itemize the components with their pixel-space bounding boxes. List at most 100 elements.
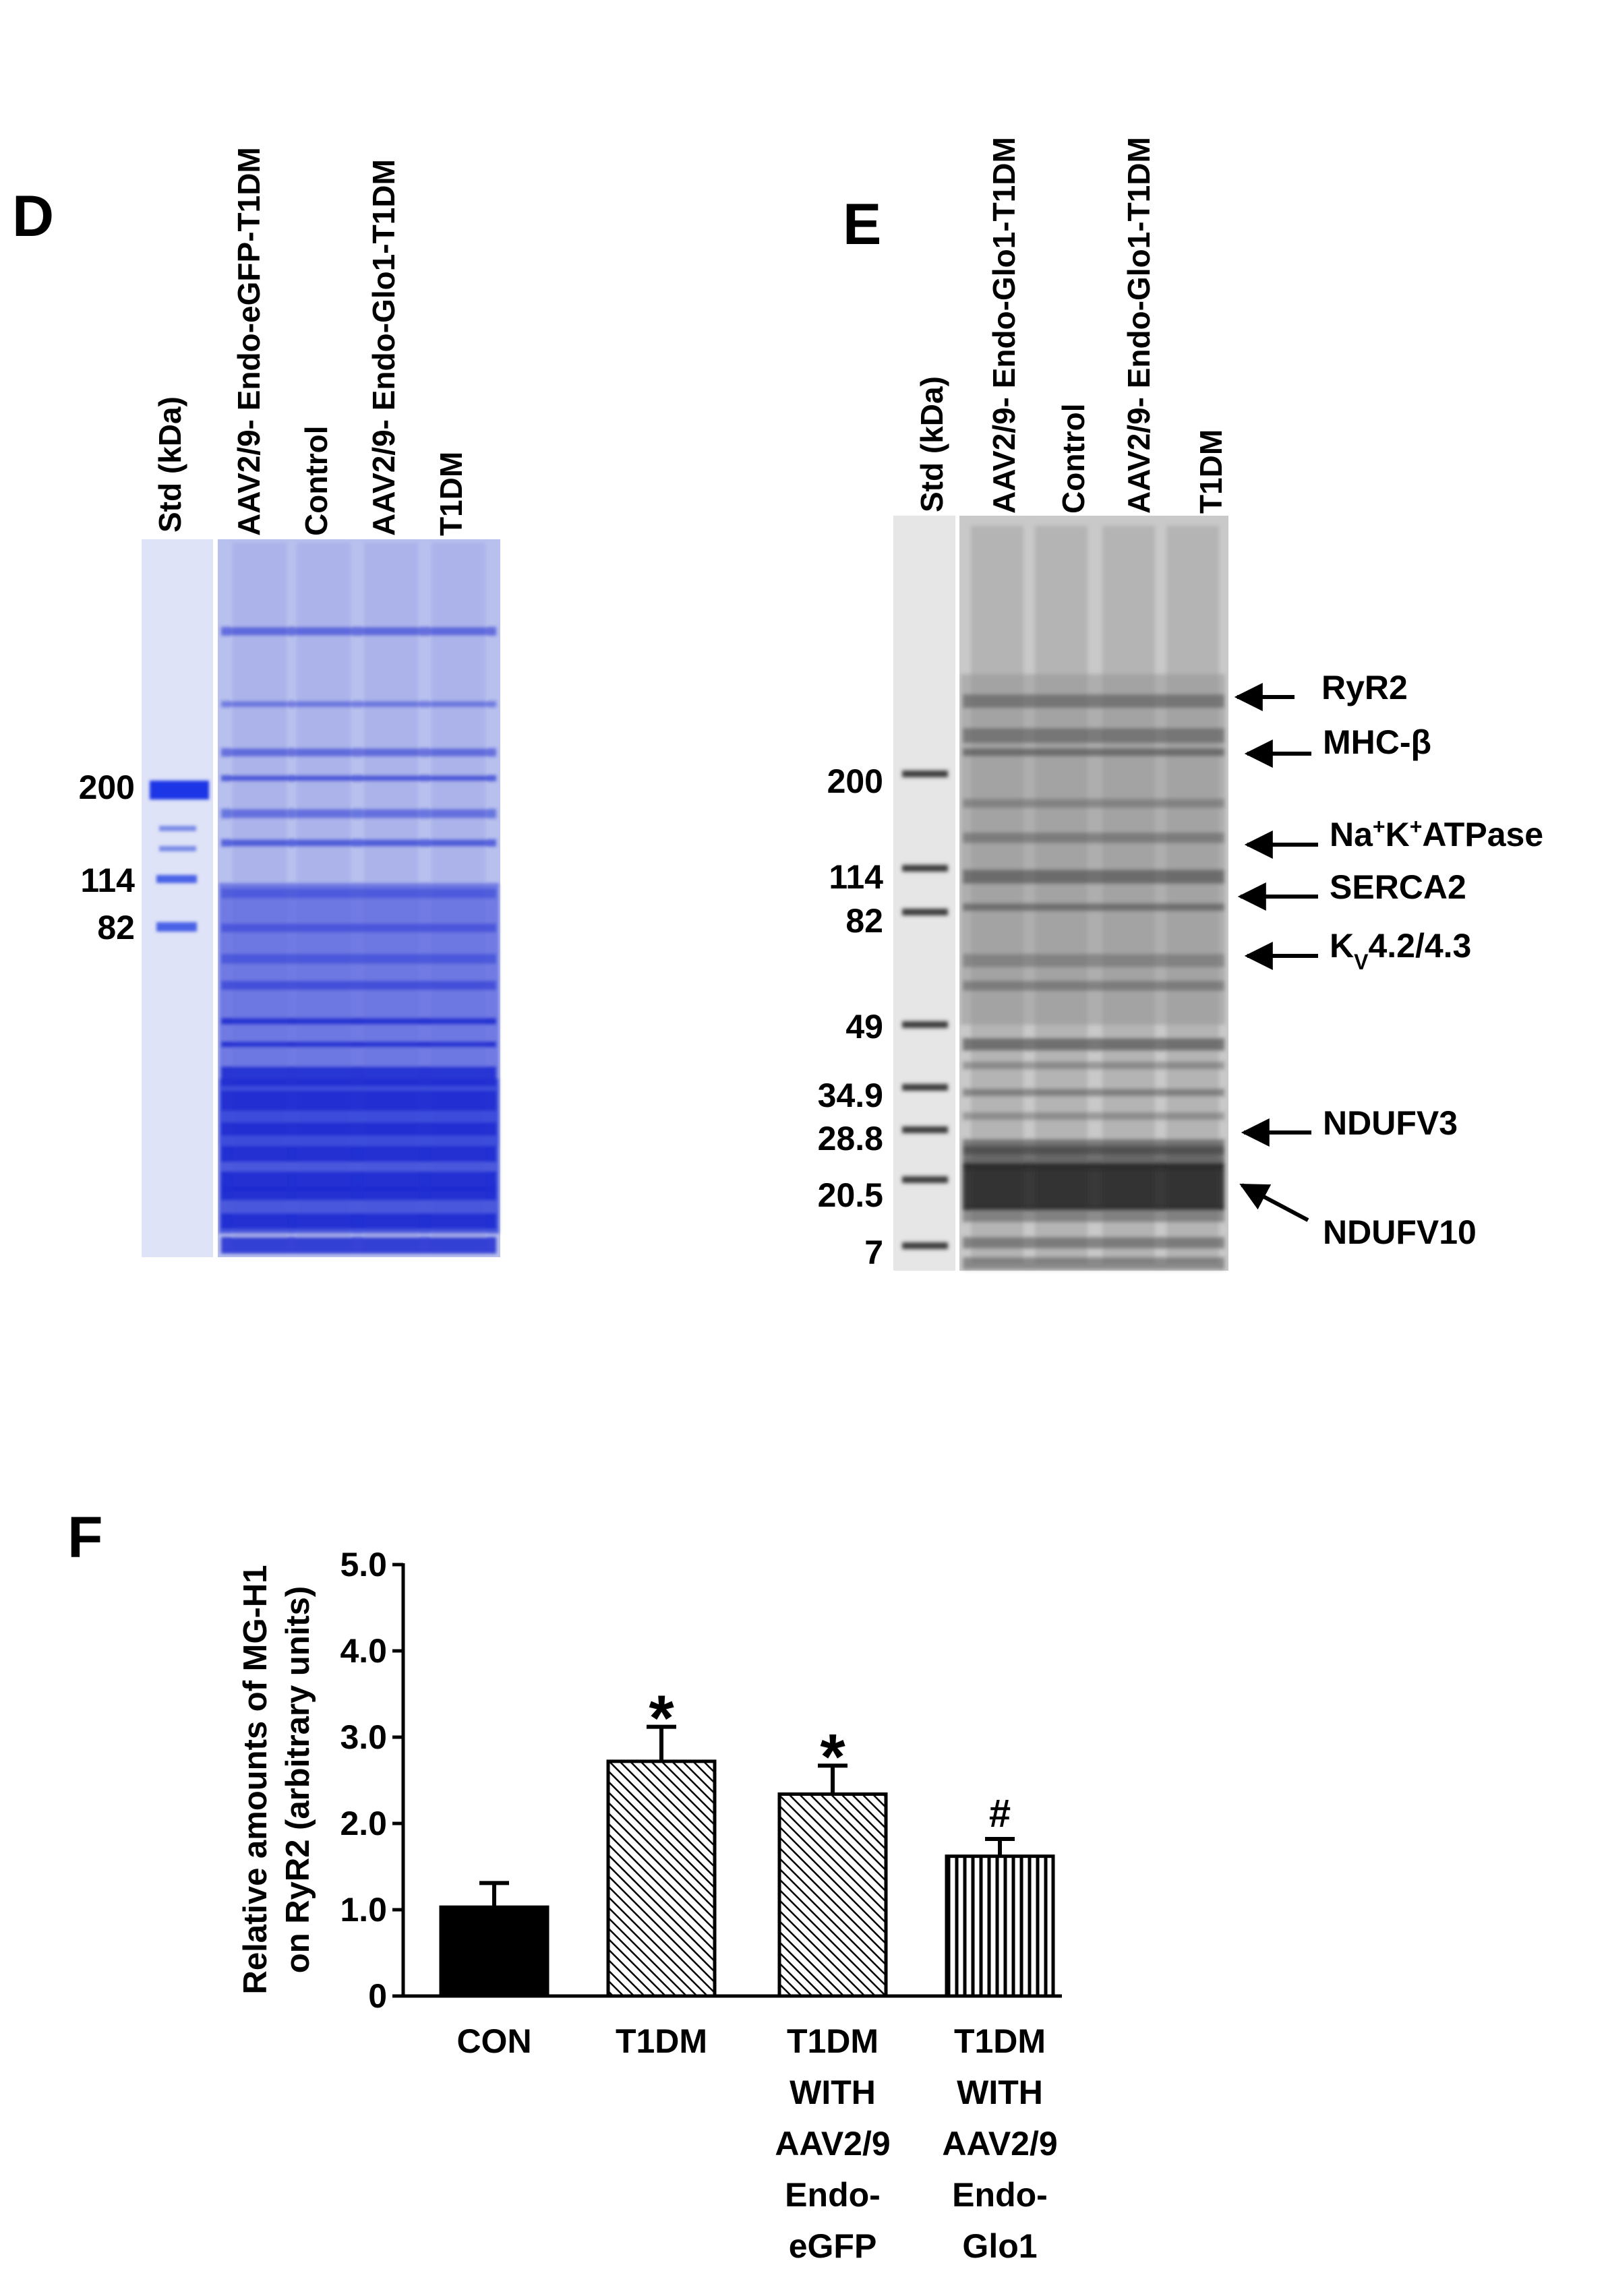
y-tick-label: 5.0 <box>340 1546 387 1583</box>
bar-2 <box>606 1759 717 1998</box>
bar-1 <box>439 1905 549 1998</box>
panel-e-lane-labels: Std (kDa) AAV2/9- Endo-Glo1-T1DM Control AA… <box>914 137 1228 514</box>
panel-e-std-band <box>902 909 948 915</box>
y-tick-label: 0 <box>368 1977 387 2015</box>
panel-e-marker-label: 28.8 <box>818 1120 883 1157</box>
panel-e-marker-label: 114 <box>829 858 883 896</box>
panel-e-band-label: SERCA2 <box>1330 868 1466 906</box>
panel-d-std-band-82 <box>156 922 197 932</box>
panel-d-lane-labels: Std (kDa) AAV2/9- Endo-eGFP-T1DM Control AA… <box>152 147 469 536</box>
panel-d-band <box>221 1018 496 1025</box>
panel-d-lane-label: AAV2/9- Endo-eGFP-T1DM <box>231 147 266 536</box>
panel-e-std-band <box>902 1084 948 1091</box>
panel-d-band <box>221 1066 496 1087</box>
panel-e-band <box>963 728 1224 744</box>
panel-e-band <box>963 694 1224 708</box>
panel-e-lane-label: Control <box>1056 403 1091 514</box>
panel-e-band-label: NDUFV3 <box>1323 1104 1458 1142</box>
panel-d-lane-separator <box>213 539 218 1257</box>
y-tick-label: 4.0 <box>340 1632 387 1670</box>
panel-d-band <box>221 775 496 781</box>
panel-e-gel <box>893 516 1228 1271</box>
panel-e-lane-label: T1DM <box>1193 429 1228 514</box>
panel-d-band <box>221 1041 496 1048</box>
category-label: T1DM <box>954 2022 1046 2060</box>
panel-d-band <box>221 627 496 636</box>
panel-e-band <box>963 1237 1224 1249</box>
panel-f-bar-chart: 0 1.0 2.0 3.0 4.0 5.0 Relative amounts of MG-H… <box>237 1546 1062 2265</box>
category-label: Endo- <box>785 2176 881 2214</box>
band-label-tail: 4.2/4.3 <box>1368 927 1471 965</box>
y-axis-label-line1: Relative amounts of MG-H1 <box>237 1565 274 1994</box>
panel-e-band <box>963 954 1224 967</box>
panel-e-marker-label: 20.5 <box>818 1176 883 1214</box>
panel-e-std-band <box>902 1242 948 1249</box>
panel-e-band-label: Na+K+ATPase <box>1330 814 1543 853</box>
band-label-sup2: + <box>1410 814 1423 839</box>
panel-e-band-labels: RyR2MHC-βNa+K+ATPaseSERCA2KV4.2/4.3NDUFV… <box>1234 669 1543 1251</box>
y-tick-label: 3.0 <box>340 1718 387 1756</box>
panel-d-band <box>221 954 496 964</box>
panel-d-std-band <box>159 826 196 831</box>
panel-d-band <box>221 748 496 757</box>
panel-e-band-label: KV4.2/4.3 <box>1330 927 1471 974</box>
panel-e-band <box>963 1257 1224 1270</box>
panel-d-marker-labels: 200 114 82 <box>79 768 136 946</box>
panel-d-gel <box>142 539 500 1257</box>
panel-e-band-layer <box>902 526 1225 1270</box>
panel-d-marker-label: 200 <box>79 768 135 806</box>
category-label: WITH <box>790 2074 876 2111</box>
panel-e-std-band <box>902 1021 948 1028</box>
panel-e-band <box>963 1089 1224 1097</box>
panel-e-letter: E <box>843 192 881 257</box>
category-label: T1DM <box>787 2022 879 2060</box>
band-label-main: SERCA2 <box>1330 868 1466 906</box>
band-label-main: NDUFV3 <box>1323 1104 1458 1142</box>
panel-d-band <box>221 1146 496 1162</box>
panel-d-marker-label: 114 <box>80 862 135 899</box>
band-label-tail: ATPase <box>1422 816 1543 853</box>
band-label-sup1: + <box>1373 814 1386 839</box>
panel-e-lane-label: Std (kDa) <box>914 376 949 512</box>
panel-e-band <box>963 1207 1224 1222</box>
panel-e-band <box>963 981 1224 991</box>
panel-f-letter: F <box>67 1505 103 1570</box>
panel-d-band <box>221 701 496 708</box>
band-label-sup2: V <box>1354 950 1369 974</box>
panel-e-std-band <box>902 771 948 777</box>
panel-e-band <box>963 833 1224 843</box>
bar-4 <box>945 1854 1055 1998</box>
band-label-mid: K <box>1386 816 1410 853</box>
panel-e-band <box>963 799 1224 808</box>
panel-e-band <box>963 1112 1224 1120</box>
panel-e-std-band <box>902 1126 948 1133</box>
y-tick-label: 1.0 <box>340 1891 387 1929</box>
category-label: CON <box>456 2022 531 2060</box>
panel-e-dark-band <box>963 1163 1224 1210</box>
panel-e-band-label: RyR2 <box>1321 669 1408 706</box>
panel-e-band-arrow <box>1239 1183 1309 1222</box>
panel-e-band <box>963 870 1224 884</box>
panel-e-band <box>963 1146 1224 1161</box>
panel-d-lane-label: AAV2/9- Endo-Glo1-T1DM <box>366 159 401 536</box>
panel-d-band <box>221 839 496 847</box>
panel-e-marker-label: 7 <box>864 1234 883 1271</box>
panel-e-marker-label: 200 <box>827 762 883 800</box>
y-axis-label-line2: on RyR2 (arbitrary units) <box>280 1586 316 1973</box>
panel-e-band <box>963 903 1224 911</box>
panel-d-lane-label: Control <box>299 425 334 536</box>
panel-d-std-band-200 <box>150 781 209 799</box>
panel-d-letter: D <box>12 184 54 249</box>
panel-d-band <box>221 1122 496 1136</box>
panel-d-marker-label: 82 <box>97 909 135 946</box>
panel-e-band <box>963 1062 1224 1070</box>
panel-d-band <box>221 888 496 899</box>
panel-e-band <box>963 1038 1224 1051</box>
panel-d-band-layer <box>150 543 499 1254</box>
bar-3 <box>777 1792 888 1998</box>
panel-e-lane-separator <box>956 516 959 1271</box>
category-label: WITH <box>957 2074 1043 2111</box>
band-label-main: K <box>1330 927 1354 965</box>
panel-e-band-label: NDUFV10 <box>1323 1213 1477 1251</box>
